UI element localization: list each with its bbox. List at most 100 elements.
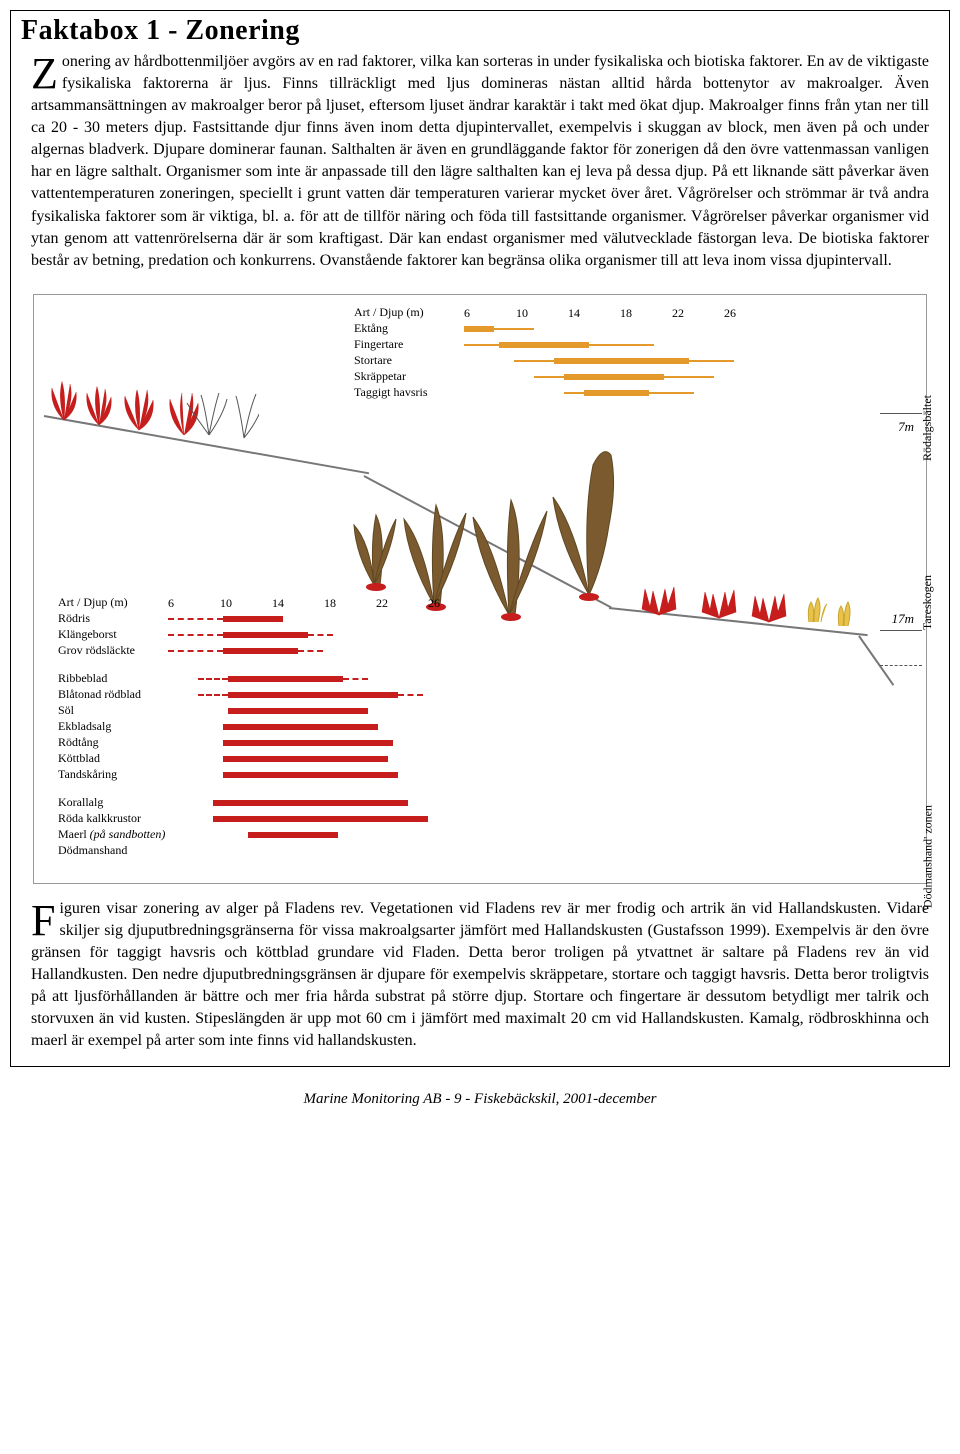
- zone-divider: [880, 413, 922, 414]
- species-label: Grov rödsläckte: [58, 643, 168, 659]
- species-label: Maerl (på sandbotten): [58, 827, 168, 843]
- faktabox-page: Faktabox 1 - Zonering Z onering av hårdb…: [10, 10, 950, 1067]
- deep-red-algae-icon: [634, 560, 864, 640]
- chart-gap: [58, 659, 480, 671]
- para1-body: onering av hårdbottenmiljöer avgörs av e…: [31, 53, 929, 269]
- species-label: Rödtång: [58, 735, 168, 751]
- depth-ticks: 61014182226: [464, 306, 776, 320]
- chart-row: Taggigt havsris: [354, 385, 776, 401]
- bar-area: [168, 707, 480, 715]
- kelp-icon: [334, 405, 654, 625]
- chart-row: Söl: [58, 703, 480, 719]
- bar-area: [464, 389, 776, 397]
- range-thick: [223, 616, 283, 622]
- depth-tick: 6: [464, 306, 470, 322]
- chart-row: Rödtång: [58, 735, 480, 751]
- species-label: Klängeborst: [58, 627, 168, 643]
- range-thick: [213, 800, 408, 806]
- red-algae-icon: [49, 350, 259, 440]
- range-thick: [228, 676, 343, 682]
- para2-body: iguren visar zonering av alger på Fladen…: [31, 900, 929, 1049]
- range-dashed: [343, 678, 368, 680]
- depth-tick: 22: [376, 596, 388, 612]
- chart-row: Grov rödsläckte: [58, 643, 480, 659]
- zonation-figure: Art / Djup (m) 61014182226 EktångFingert…: [33, 294, 927, 884]
- range-dashed: [308, 634, 333, 636]
- depth-ticks: 61014182226: [168, 596, 480, 610]
- range-dashed: [168, 650, 223, 652]
- zone-label-dodmanshand: 'Dödmanshand' zonen: [920, 805, 935, 910]
- range-thick: [223, 772, 398, 778]
- bar-area: [464, 357, 776, 365]
- brown-algae-chart: Art / Djup (m) 61014182226 EktångFingert…: [354, 305, 776, 401]
- species-label: Tandskåring: [58, 767, 168, 783]
- species-label: Taggigt havsris: [354, 385, 464, 401]
- depth-tick: 18: [620, 306, 632, 322]
- depth-tick: 6: [168, 596, 174, 612]
- page-footer: Marine Monitoring AB - 9 - Fiskebäckskil…: [0, 1077, 960, 1118]
- chart-row: Skräppetar: [354, 369, 776, 385]
- species-label: Ribbeblad: [58, 671, 168, 687]
- chart-row: Blåtonad rödblad: [58, 687, 480, 703]
- range-thick: [564, 374, 664, 380]
- bar-area: [168, 847, 480, 855]
- bar-area: [168, 691, 480, 699]
- range-thick: [228, 708, 368, 714]
- bar-area: [168, 615, 480, 623]
- chart-row: Röda kalkkrustor: [58, 811, 480, 827]
- chart-row: Maerl (på sandbotten): [58, 827, 480, 843]
- depth-tick: 18: [324, 596, 336, 612]
- chart-row: Ektång: [354, 321, 776, 337]
- range-thick: [554, 358, 689, 364]
- depth-tick: 10: [220, 596, 232, 612]
- species-label: Röda kalkkrustor: [58, 811, 168, 827]
- chart-row: Ribbeblad: [58, 671, 480, 687]
- chart-row: Rödris: [58, 611, 480, 627]
- depth-tick: 22: [672, 306, 684, 322]
- bar-area: [168, 631, 480, 639]
- zone-divider: [880, 665, 922, 666]
- bar-area: [168, 647, 480, 655]
- chart-header: Art / Djup (m): [58, 595, 168, 611]
- species-label: Stortare: [354, 353, 464, 369]
- bar-area: [464, 325, 776, 333]
- range-thick: [223, 632, 308, 638]
- range-dashed: [168, 634, 223, 636]
- depth-tick: 10: [516, 306, 528, 322]
- bar-area: [168, 723, 480, 731]
- page-title: Faktabox 1 - Zonering: [11, 11, 949, 51]
- species-label: Ektång: [354, 321, 464, 337]
- range-thick: [499, 342, 589, 348]
- chart-row: Fingertare: [354, 337, 776, 353]
- chart-header: Art / Djup (m): [354, 305, 464, 321]
- red-algae-chart: Art / Djup (m) 61014182226 RödrisKlängeb…: [58, 595, 480, 859]
- range-thick: [584, 390, 649, 396]
- range-dashed: [198, 678, 228, 680]
- depth-tick: 26: [428, 596, 440, 612]
- bar-area: [168, 755, 480, 763]
- paragraph-2: F iguren visar zonering av alger på Flad…: [11, 898, 949, 1067]
- chart-row: Ekbladsalg: [58, 719, 480, 735]
- bar-area: [168, 771, 480, 779]
- range-thick: [223, 648, 298, 654]
- slope-segment: [858, 635, 894, 685]
- range-dashed: [298, 650, 323, 652]
- range-thick: [223, 724, 378, 730]
- species-label: Skräppetar: [354, 369, 464, 385]
- bar-area: [464, 373, 776, 381]
- range-dashed: [198, 694, 228, 696]
- zone-divider: [880, 630, 922, 631]
- chart-row: Dödmanshand: [58, 843, 480, 859]
- species-label: Blåtonad rödblad: [58, 687, 168, 703]
- bar-area: [168, 799, 480, 807]
- species-label: Köttblad: [58, 751, 168, 767]
- bar-area: [168, 739, 480, 747]
- chart-row: Klängeborst: [58, 627, 480, 643]
- bar-area: [168, 675, 480, 683]
- species-label: Fingertare: [354, 337, 464, 353]
- zone-label-tareskogen: Tareskogen: [920, 575, 935, 630]
- chart-gap: [58, 783, 480, 795]
- chart-row: Tandskåring: [58, 767, 480, 783]
- chart-row: Köttblad: [58, 751, 480, 767]
- range-thick: [228, 692, 398, 698]
